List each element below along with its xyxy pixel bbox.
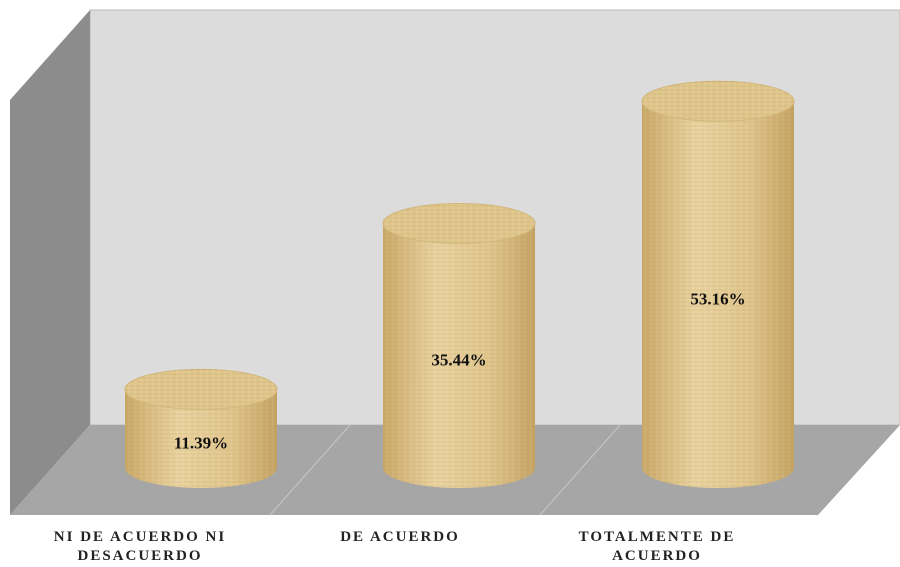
cylinder [382,202,536,489]
cylinder [641,80,795,489]
floor-divider [269,424,351,516]
cylinder-texture [383,223,535,489]
value-label: 35.44% [431,351,486,370]
x-tick-label: TOTALMENTE DE ACUERDO [578,529,736,564]
value-label: 11.39% [174,434,228,453]
x-tick-label: NI DE ACUERDO NI DESACUERDO [53,529,227,564]
cylinder-texture [642,101,794,489]
value-label: 53.16% [690,290,745,309]
cylinder-top-texture [383,203,535,244]
x-tick-label: DE ACUERDO [340,529,460,545]
cylinder-top-texture [642,81,794,122]
cylinder [124,368,278,488]
floor-divider [539,424,621,516]
side-wall [10,10,90,515]
cylinder-top-texture [125,369,277,410]
cylinder-texture [125,389,277,488]
